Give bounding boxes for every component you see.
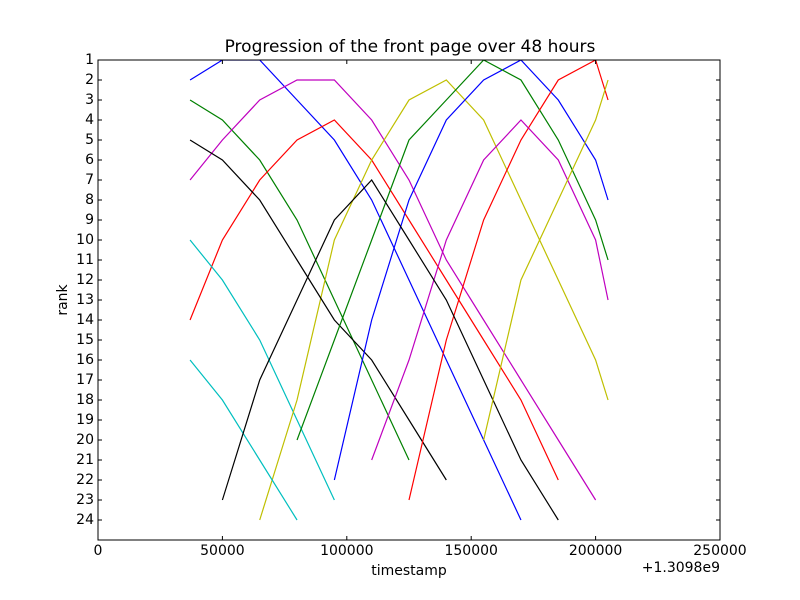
y-tick-label: 2 <box>85 72 94 88</box>
y-tick-label: 10 <box>76 232 94 248</box>
x-tick-label: 50000 <box>200 543 245 559</box>
y-axis-label: rank <box>55 283 71 315</box>
y-tick-label: 19 <box>76 412 94 428</box>
series-line <box>221 179 559 521</box>
x-tick-label: 100000 <box>320 543 373 559</box>
x-axis-label: timestamp <box>371 563 447 579</box>
y-tick-label: 9 <box>85 212 94 228</box>
series-line <box>189 139 447 481</box>
y-tick-label: 20 <box>76 432 94 448</box>
x-tick-label: 0 <box>94 543 103 559</box>
y-tick-label: 8 <box>85 192 94 208</box>
series-line <box>333 60 609 481</box>
y-tick-label: 3 <box>85 92 94 108</box>
y-tick-label: 12 <box>76 272 94 288</box>
x-tick-label: 250000 <box>693 543 746 559</box>
y-tick-label: 18 <box>76 392 94 408</box>
series-line <box>189 359 298 521</box>
y-tick-label: 7 <box>85 172 94 188</box>
series-line <box>189 239 335 501</box>
y-tick-label: 16 <box>76 352 94 368</box>
y-tick-label: 17 <box>76 372 94 388</box>
x-tick-label: 150000 <box>444 543 497 559</box>
y-tick-label: 13 <box>76 292 94 308</box>
y-tick-label: 11 <box>76 252 94 268</box>
y-tick-label: 15 <box>76 332 94 348</box>
y-tick-label: 6 <box>85 152 94 168</box>
series-line <box>189 60 522 521</box>
y-tick-label: 24 <box>76 512 94 528</box>
y-tick-label: 5 <box>85 132 94 148</box>
x-tick-label: 200000 <box>569 543 622 559</box>
y-tick-label: 22 <box>76 472 94 488</box>
series-line <box>189 79 597 501</box>
series-line <box>296 60 609 441</box>
y-tick-label: 1 <box>85 52 94 68</box>
series-line <box>483 79 609 441</box>
series-line <box>371 119 609 461</box>
series-line <box>189 99 410 461</box>
x-offset-label: +1.3098e9 <box>642 560 720 576</box>
chart-title: Progression of the front page over 48 ho… <box>225 37 596 57</box>
series-line <box>259 79 609 521</box>
y-tick-label: 14 <box>76 312 94 328</box>
series-line <box>408 60 609 501</box>
y-tick-label: 23 <box>76 492 94 508</box>
y-tick-label: 21 <box>76 452 94 468</box>
y-tick-label: 4 <box>85 112 94 128</box>
